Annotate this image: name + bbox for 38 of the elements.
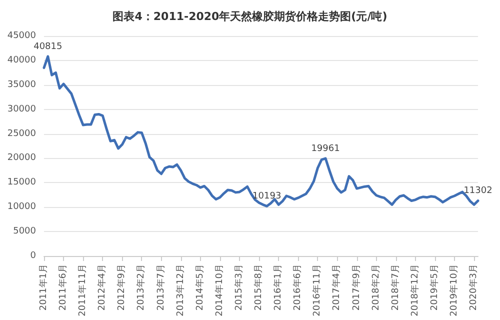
x-tick-label: 2019年5月 [428, 264, 440, 311]
x-tick-label: 2018年2月 [370, 264, 382, 311]
x-tick-label: 2018年7月 [390, 264, 401, 311]
data-label: 40815 [34, 42, 62, 52]
x-tick-label: 2017年9月 [350, 264, 362, 311]
x-tick-label: 2015年3月 [233, 264, 244, 311]
y-tick-label: 25000 [7, 128, 36, 139]
x-tick-label: 2015年8月 [253, 264, 264, 311]
x-tick-label: 2011年6月 [58, 264, 69, 311]
x-tick-label: 2016年1月 [272, 264, 284, 311]
x-tick-label: 2011年1月 [38, 264, 49, 311]
data-label: 19961 [311, 144, 340, 154]
y-tick-label: 15000 [7, 178, 36, 188]
data-label: 11302 [464, 186, 492, 196]
y-tick-label: 20000 [7, 153, 36, 164]
y-tick-label: 5000 [13, 226, 36, 237]
x-tick-label: 2016年11月 [312, 264, 323, 316]
x-tick-label: 2018年12月 [409, 264, 420, 316]
x-tick-label: 2019年10月 [448, 264, 460, 316]
x-tick-label: 2016年6月 [292, 264, 304, 311]
x-tick-label: 2014年5月 [194, 264, 206, 311]
data-label: 10193 [252, 192, 282, 202]
x-tick-label: 2013年7月 [155, 264, 166, 311]
x-tick-label: 2014年10月 [214, 264, 225, 316]
y-tick-label: 0 [30, 251, 36, 261]
x-tick-label: 2012年9月 [116, 264, 128, 311]
y-tick-label: 30000 [7, 104, 36, 114]
x-tick-label: 2020年3月 [468, 264, 480, 311]
x-tick-label: 2012年4月 [96, 264, 108, 311]
x-tick-label: 2011年11月 [77, 264, 88, 316]
y-tick-label: 35000 [7, 80, 36, 90]
x-tick-label: 2013年12月 [174, 264, 186, 316]
y-tick-label: 45000 [7, 31, 36, 41]
x-tick-label: 2013年2月 [136, 264, 147, 311]
x-tick-label: 2017年4月 [331, 264, 342, 311]
chart-title: 图表4：2011-2020年天然橡胶期货价格走势图(元/吨) [112, 10, 388, 23]
y-tick-label: 10000 [7, 202, 36, 212]
y-tick-label: 40000 [7, 55, 36, 66]
